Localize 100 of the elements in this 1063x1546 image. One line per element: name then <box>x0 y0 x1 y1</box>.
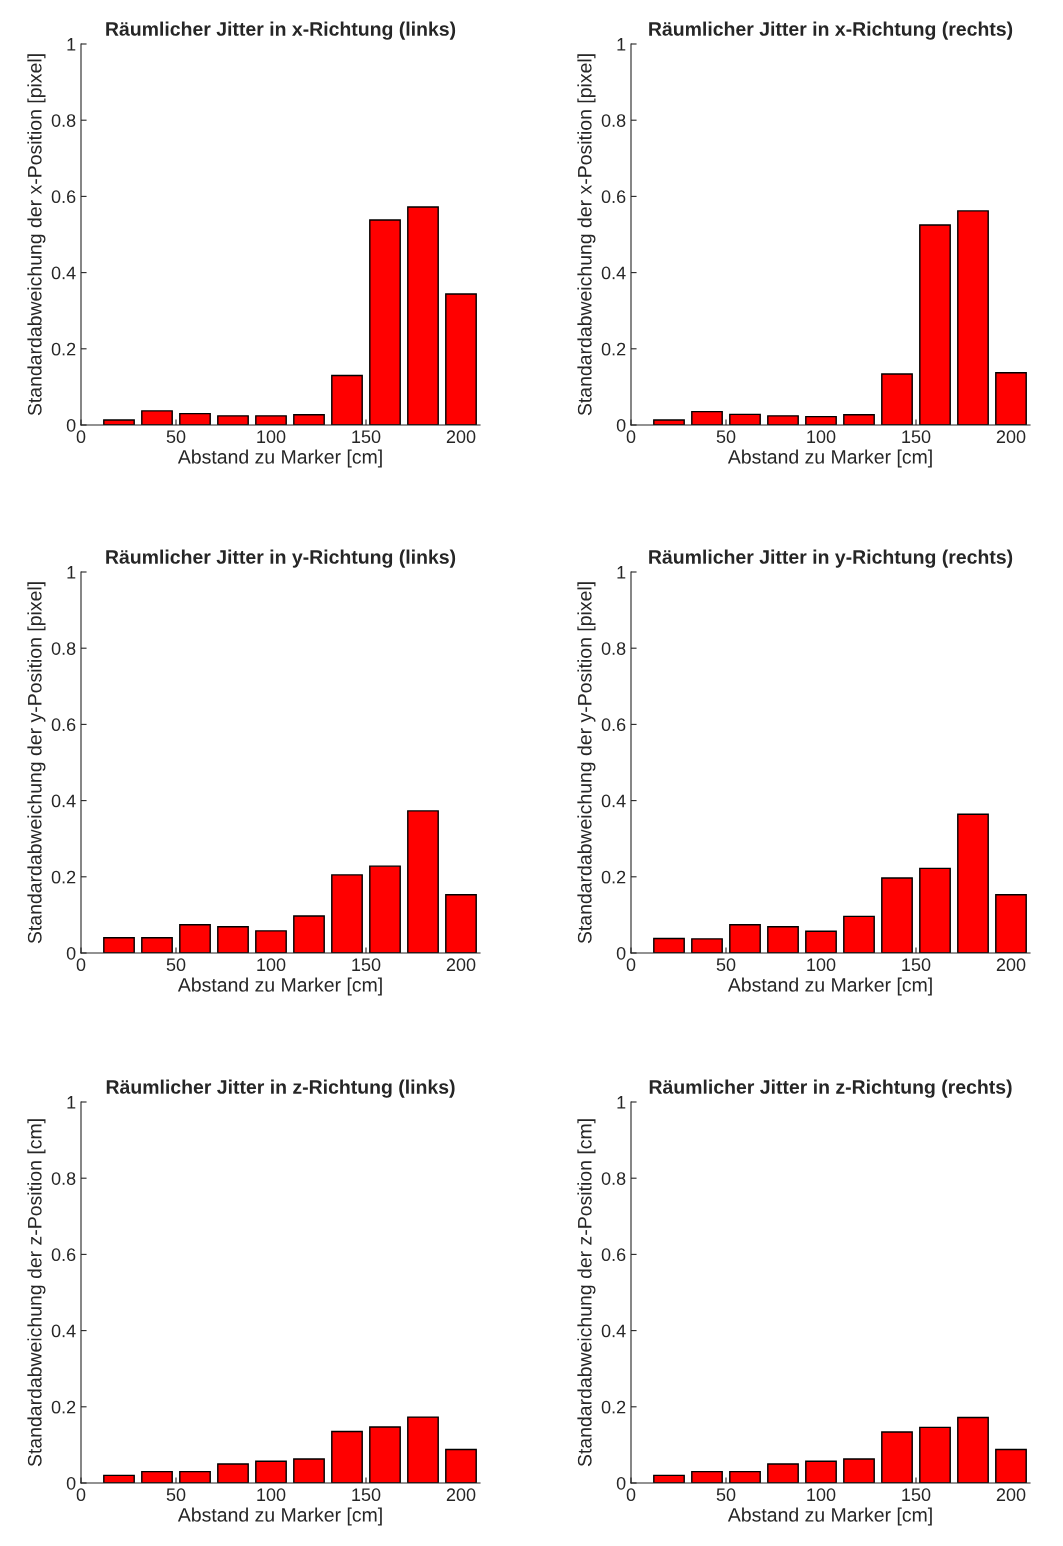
x-tick-label: 0 <box>76 1488 86 1502</box>
bar <box>805 1460 837 1483</box>
y-tick-label: 0.8 <box>601 1172 626 1185</box>
x-tick-label: 100 <box>807 430 836 444</box>
bar <box>729 924 761 953</box>
x-tick-label: 100 <box>807 1488 836 1502</box>
bar <box>995 894 1027 953</box>
bar <box>653 937 685 953</box>
y-tick-label: 0.6 <box>51 1248 76 1262</box>
x-tick-label: 200 <box>446 1488 476 1502</box>
y-tick-label: 1 <box>617 566 626 579</box>
y-tick-label: 0.4 <box>601 794 626 808</box>
bar <box>653 419 685 425</box>
x-tick-label: 200 <box>446 958 476 972</box>
x-tick-label: 0 <box>626 1488 636 1502</box>
x-axis-title: Abstand zu Marker [cm] <box>727 1507 932 1526</box>
x-tick-label: 200 <box>996 430 1026 444</box>
bar <box>843 1458 875 1483</box>
x-tick-label: 200 <box>996 1488 1026 1502</box>
bar <box>729 1470 761 1483</box>
bar <box>293 1458 325 1483</box>
bar <box>691 1470 723 1483</box>
y-axis-title: Standardabweichung der z-Position [cm] <box>27 1119 46 1467</box>
y-tick-label: 0 <box>616 1476 626 1490</box>
bar <box>843 915 875 953</box>
bar <box>369 219 401 425</box>
x-tick-label: 150 <box>352 958 381 972</box>
y-tick-label: 0.2 <box>51 870 76 884</box>
bar <box>995 372 1027 425</box>
x-tick-label: 50 <box>166 1488 186 1502</box>
bar <box>691 938 723 953</box>
bar <box>445 293 477 425</box>
y-tick-label: 0.8 <box>51 114 76 127</box>
y-axis-title: Standardabweichung der x-Position [pixel] <box>577 54 596 416</box>
y-tick-label: 0 <box>616 946 626 960</box>
bar <box>881 373 913 425</box>
bar <box>179 412 211 425</box>
bar <box>767 415 799 425</box>
bar <box>141 937 173 953</box>
y-axis-title: Standardabweichung der x-Position [pixel] <box>27 54 46 416</box>
y-tick-label: 0.8 <box>51 1172 76 1185</box>
bar <box>141 410 173 425</box>
bar <box>179 924 211 953</box>
y-tick-label: 0.2 <box>601 342 626 356</box>
x-tick-label: 0 <box>76 958 86 972</box>
bar <box>293 414 325 425</box>
x-axis-title: Abstand zu Marker [cm] <box>177 977 382 996</box>
bar <box>103 419 135 425</box>
bar <box>141 1470 173 1483</box>
x-tick-label: 0 <box>626 430 636 444</box>
y-axis-title: Standardabweichung der y-Position [pixel] <box>577 582 596 944</box>
y-tick-label: 0.6 <box>51 718 76 732</box>
bar <box>217 415 249 425</box>
y-tick-label: 0.6 <box>601 190 626 204</box>
bar <box>767 1463 799 1483</box>
x-tick-label: 100 <box>257 958 286 972</box>
x-tick-label: 50 <box>166 430 186 444</box>
bar <box>957 813 989 953</box>
y-tick-label: 0.4 <box>51 1324 76 1338</box>
y-tick-label: 0 <box>66 946 76 960</box>
y-tick-label: 0.4 <box>51 266 76 280</box>
bar <box>369 865 401 953</box>
bar <box>843 414 875 425</box>
x-tick-label: 200 <box>996 958 1026 972</box>
x-axis-title: Abstand zu Marker [cm] <box>727 449 932 468</box>
y-tick-label: 0.6 <box>51 190 76 204</box>
x-tick-label: 0 <box>76 430 86 444</box>
y-axis-title: Standardabweichung der z-Position [cm] <box>577 1119 596 1467</box>
x-tick-label: 100 <box>257 430 286 444</box>
x-tick-label: 150 <box>352 1488 381 1502</box>
bar <box>255 415 287 425</box>
y-tick-label: 0.4 <box>601 1324 626 1338</box>
x-tick-label: 150 <box>902 430 931 444</box>
y-tick-label: 0.4 <box>51 794 76 808</box>
chart-title: Räumlicher Jitter in x-Richtung (links) <box>106 21 456 40</box>
y-tick-label: 0.8 <box>601 114 626 127</box>
x-tick-label: 150 <box>352 430 381 444</box>
x-tick-label: 50 <box>716 430 736 444</box>
y-axis-title: Standardabweichung der y-Position [pixel] <box>27 582 46 944</box>
bar <box>957 210 989 425</box>
bar <box>103 937 135 953</box>
y-tick-label: 1 <box>67 38 76 51</box>
chart-title: Räumlicher Jitter in z-Richtung (links) <box>106 1079 455 1098</box>
x-tick-label: 100 <box>807 958 836 972</box>
bar <box>881 1431 913 1483</box>
x-axis-title: Abstand zu Marker [cm] <box>177 449 382 468</box>
x-tick-label: 150 <box>902 1488 931 1502</box>
bar <box>805 930 837 953</box>
y-tick-label: 0.2 <box>601 870 626 884</box>
bar <box>407 206 439 425</box>
x-tick-label: 50 <box>716 1488 736 1502</box>
y-tick-label: 0 <box>616 418 626 432</box>
y-tick-label: 0 <box>66 1476 76 1490</box>
y-tick-label: 0 <box>66 418 76 432</box>
bar <box>217 926 249 953</box>
x-tick-label: 150 <box>902 958 931 972</box>
bar <box>369 1426 401 1483</box>
bar <box>445 1448 477 1483</box>
x-axis-title: Abstand zu Marker [cm] <box>727 977 932 996</box>
y-tick-label: 1 <box>617 38 626 51</box>
